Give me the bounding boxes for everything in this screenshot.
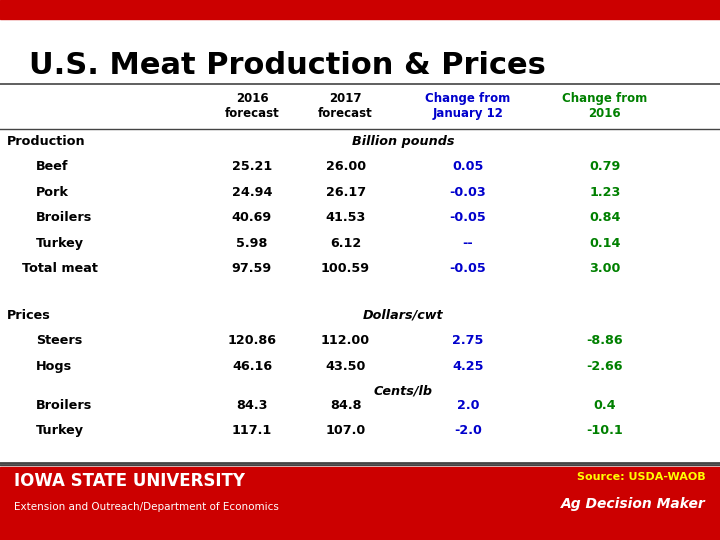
Text: Change from
January 12: Change from January 12 [426,92,510,120]
Text: -0.03: -0.03 [449,186,487,199]
Text: Steers: Steers [36,334,82,347]
Text: 46.16: 46.16 [232,360,272,373]
Text: 112.00: 112.00 [321,334,370,347]
Text: 97.59: 97.59 [232,262,272,275]
Text: U.S. Meat Production & Prices: U.S. Meat Production & Prices [29,51,546,80]
Text: Ag Decision Maker: Ag Decision Maker [561,497,706,511]
Text: 120.86: 120.86 [228,334,276,347]
Text: 84.8: 84.8 [330,399,361,412]
Text: -0.05: -0.05 [449,262,487,275]
Text: 26.00: 26.00 [325,160,366,173]
Text: Beef: Beef [36,160,68,173]
Text: 2017
forecast: 2017 forecast [318,92,373,120]
Text: 24.94: 24.94 [232,186,272,199]
Bar [0,467,720,540]
Text: 41.53: 41.53 [325,211,366,224]
Text: Total meat: Total meat [22,262,97,275]
Text: Source: USDA-WAOB: Source: USDA-WAOB [577,472,706,483]
Text: 40.69: 40.69 [232,211,272,224]
Text: 43.50: 43.50 [325,360,366,373]
Text: 2016
forecast: 2016 forecast [225,92,279,120]
Text: 0.79: 0.79 [589,160,621,173]
Text: Broilers: Broilers [36,211,92,224]
Text: 2.75: 2.75 [452,334,484,347]
Text: 107.0: 107.0 [325,424,366,437]
Text: Change from
2016: Change from 2016 [562,92,647,120]
Text: 2.0: 2.0 [456,399,480,412]
Text: 0.05: 0.05 [452,160,484,173]
Text: 6.12: 6.12 [330,237,361,249]
Text: Prices: Prices [7,309,51,322]
Text: Broilers: Broilers [36,399,92,412]
Text: Production: Production [7,135,86,148]
Text: Hogs: Hogs [36,360,72,373]
Text: 25.21: 25.21 [232,160,272,173]
Text: 1.23: 1.23 [589,186,621,199]
Text: Billion pounds: Billion pounds [352,135,454,148]
Text: 100.59: 100.59 [321,262,370,275]
Text: Turkey: Turkey [36,424,84,437]
Text: Extension and Outreach/Department of Economics: Extension and Outreach/Department of Eco… [14,502,279,512]
Text: Pork: Pork [36,186,69,199]
Text: Turkey: Turkey [36,237,84,249]
Text: 5.98: 5.98 [236,237,268,249]
Text: Dollars/cwt: Dollars/cwt [363,309,444,322]
Text: Cents/lb: Cents/lb [374,385,433,398]
Text: -8.86: -8.86 [587,334,623,347]
Text: -10.1: -10.1 [586,424,624,437]
Text: 84.3: 84.3 [236,399,268,412]
Text: 26.17: 26.17 [325,186,366,199]
Text: 3.00: 3.00 [589,262,621,275]
Text: 0.84: 0.84 [589,211,621,224]
Text: 4.25: 4.25 [452,360,484,373]
Text: IOWA STATE UNIVERSITY: IOWA STATE UNIVERSITY [14,472,246,490]
Text: 0.4: 0.4 [593,399,616,412]
Text: -2.66: -2.66 [587,360,623,373]
Text: 117.1: 117.1 [232,424,272,437]
Text: -2.0: -2.0 [454,424,482,437]
Text: -0.05: -0.05 [449,211,487,224]
Text: --: -- [463,237,473,249]
Text: 0.14: 0.14 [589,237,621,249]
Bar [0,0,720,19]
